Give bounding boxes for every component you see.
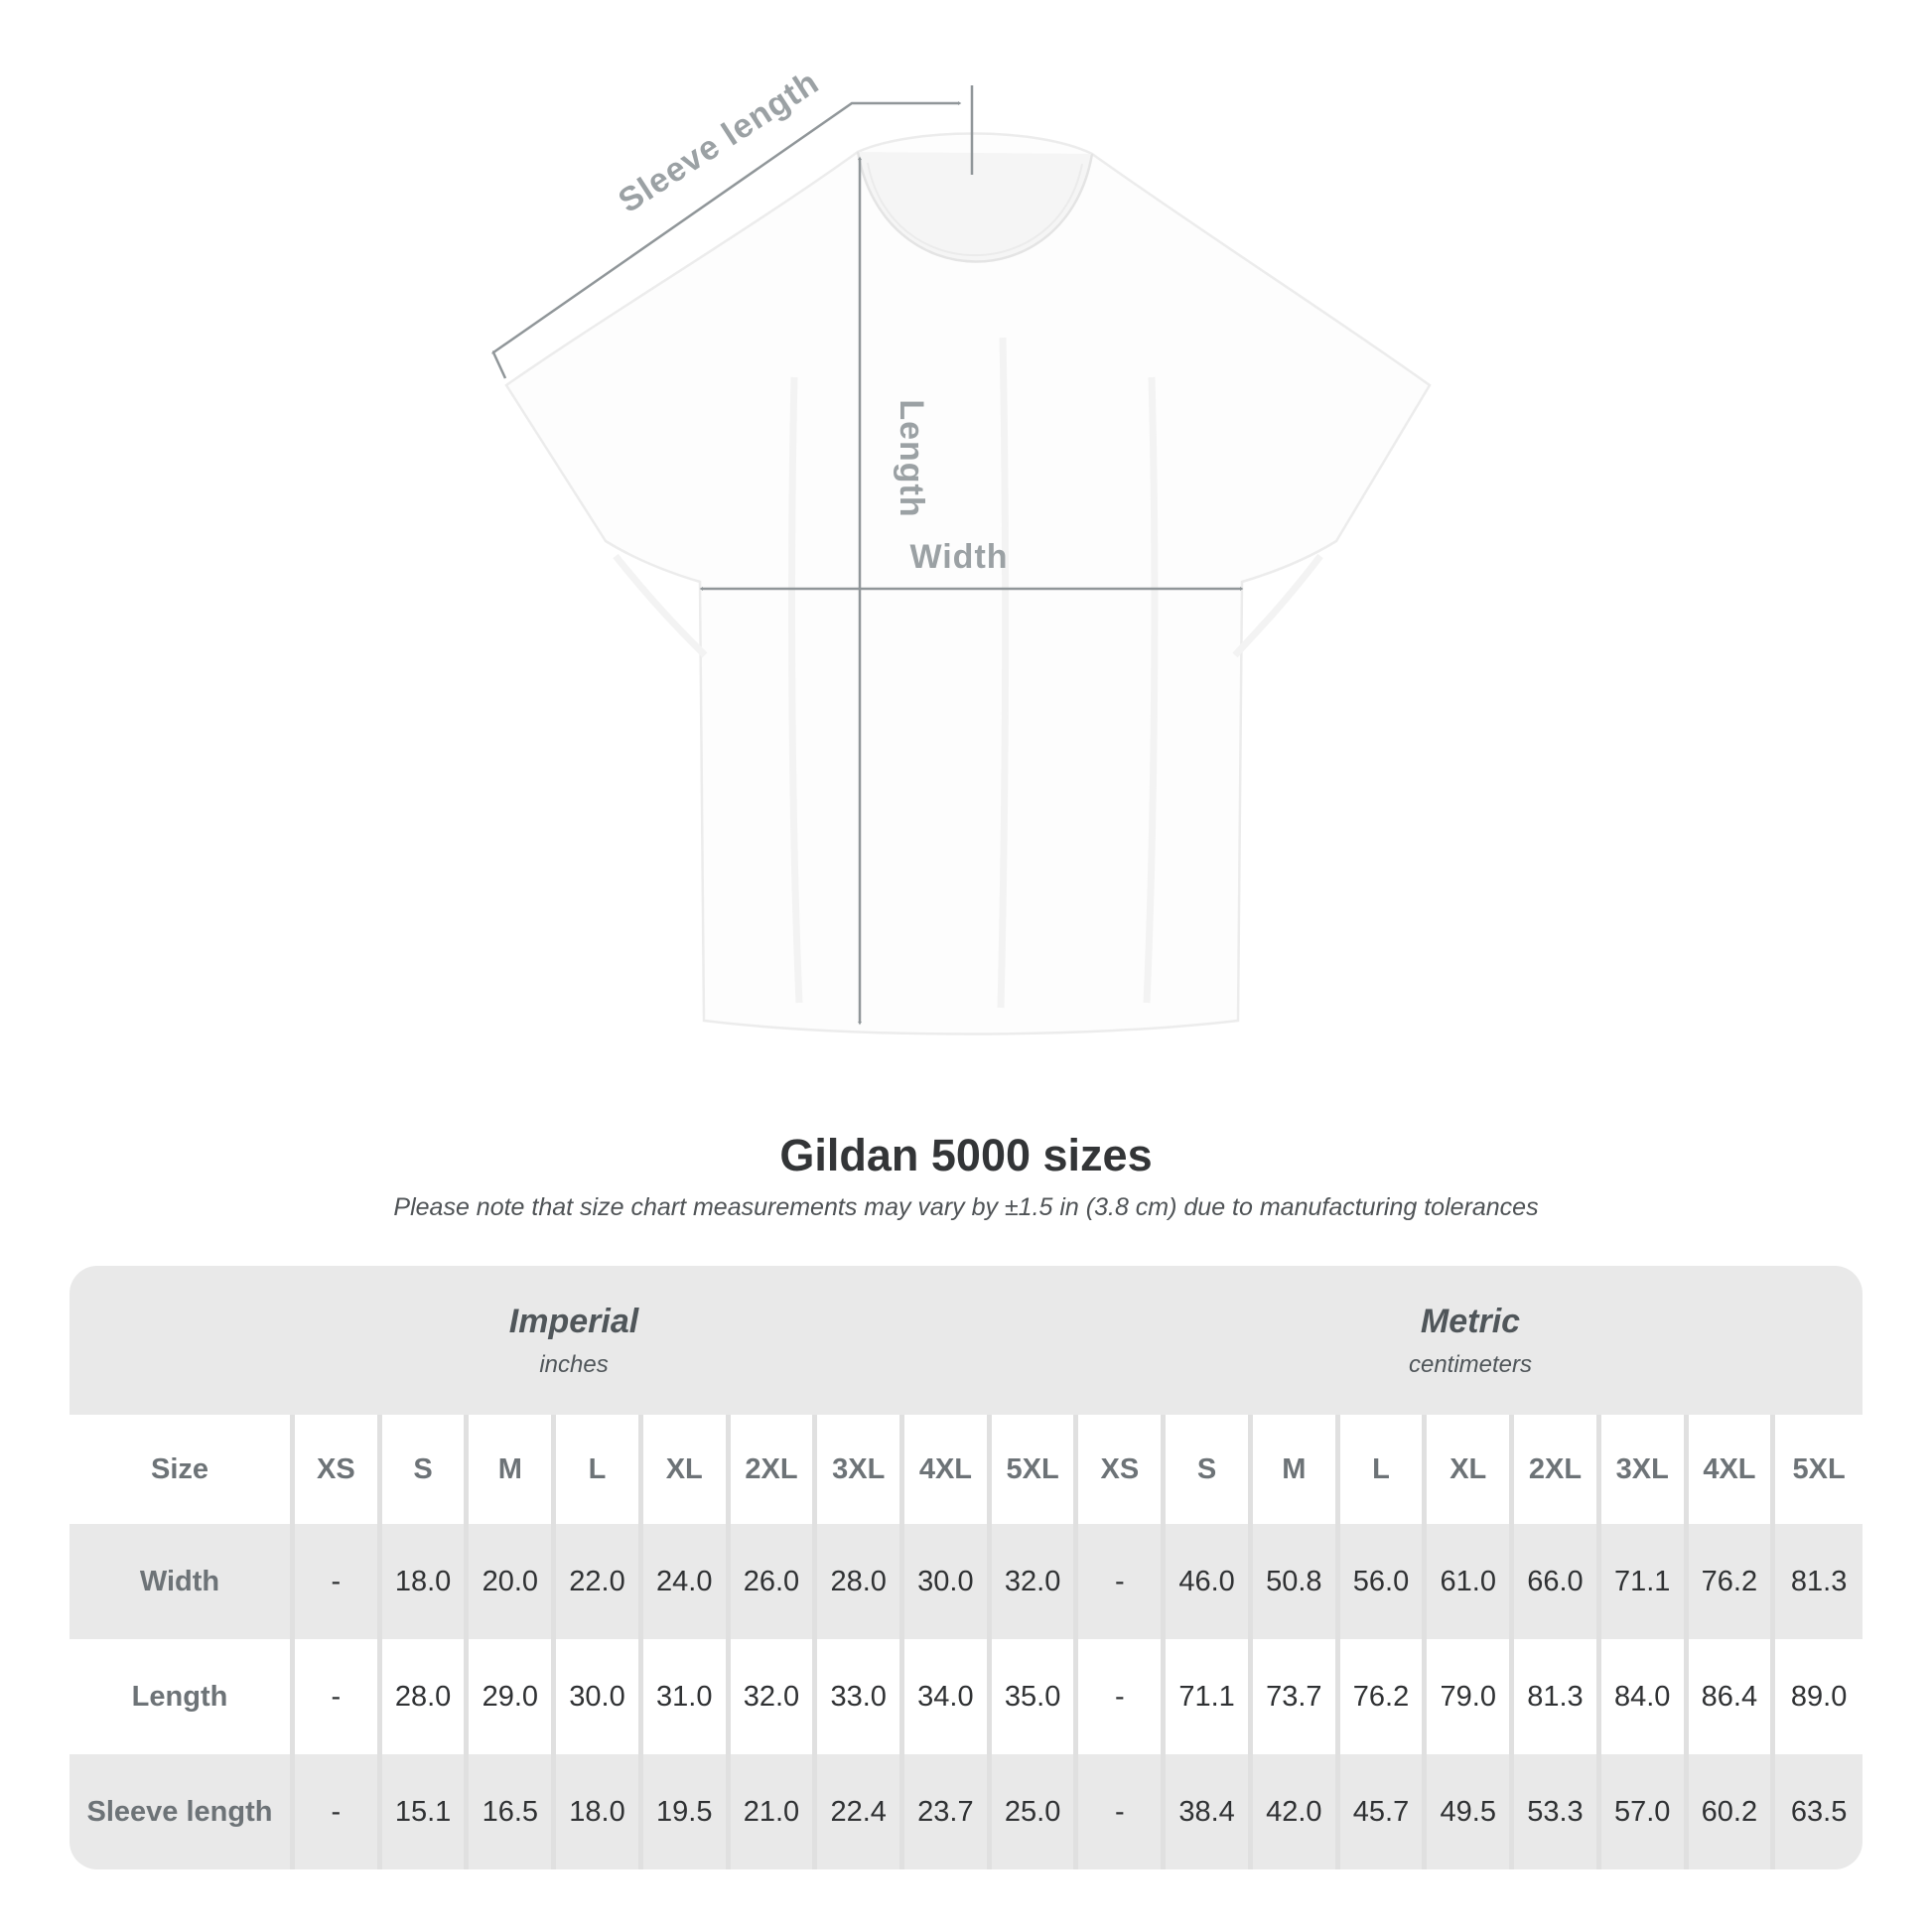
- table-cell: -: [295, 1639, 382, 1754]
- row-label: Length: [69, 1639, 295, 1754]
- row-label: Sleeve length: [69, 1754, 295, 1869]
- imperial-section-header: Imperial inches: [69, 1266, 1078, 1415]
- tshirt-measurement-diagram: Sleeve length Length Width: [0, 64, 1432, 1035]
- column-header: 5XL: [1775, 1415, 1863, 1524]
- column-header: S: [381, 1415, 470, 1524]
- column-header: 2XL: [1514, 1415, 1601, 1524]
- column-header: M: [469, 1415, 557, 1524]
- size-chart-table: Imperial inches Metric centimeters Size …: [69, 1266, 1863, 1869]
- column-header: S: [1166, 1415, 1253, 1524]
- table-cell: 76.2: [1689, 1524, 1776, 1639]
- table-cell: 73.7: [1252, 1639, 1340, 1754]
- table-cell: -: [1078, 1639, 1167, 1754]
- table-cell: 81.3: [1514, 1639, 1601, 1754]
- sleeve-length-line: [493, 103, 959, 352]
- column-header: 3XL: [1600, 1415, 1689, 1524]
- dimension-lines: [493, 85, 1241, 1023]
- table-cell: 79.0: [1427, 1639, 1515, 1754]
- tshirt-graphic: [504, 132, 1432, 1035]
- size-grid: Size XS S M L XL 2XL 3XL 4XL 5XL XS S M …: [69, 1415, 1863, 1869]
- table-cell: 66.0: [1514, 1524, 1601, 1639]
- table-cell: 81.3: [1790, 1565, 1848, 1597]
- table-cell: 61.0: [1427, 1524, 1515, 1639]
- sleeve-length-line-tail: [491, 351, 507, 379]
- table-cell: 33.0: [817, 1639, 905, 1754]
- column-header: XL: [1427, 1415, 1515, 1524]
- metric-section-header: Metric centimeters: [1078, 1266, 1863, 1415]
- unit-system-header: Imperial inches Metric centimeters: [69, 1266, 1863, 1415]
- table-cell: 26.0: [731, 1524, 818, 1639]
- table-cell: 32.0: [730, 1639, 818, 1754]
- table-cell: 18.0: [556, 1754, 643, 1869]
- table-cell: 30.0: [556, 1639, 643, 1754]
- table-cell: 28.0: [381, 1639, 470, 1754]
- column-header: 5XL: [991, 1415, 1079, 1524]
- table-cell: 18.0: [382, 1524, 470, 1639]
- tolerance-note: Please note that size chart measurements…: [393, 1193, 1539, 1221]
- table-cell: 49.5: [1427, 1754, 1515, 1869]
- table-cell: 31.0: [642, 1639, 731, 1754]
- table-cell: 84.0: [1600, 1639, 1689, 1754]
- table-cell: 86.4: [1688, 1639, 1776, 1754]
- table-cell: 29.0: [469, 1639, 557, 1754]
- row-label: Width: [69, 1524, 295, 1639]
- column-header: XS: [1078, 1415, 1167, 1524]
- table-cell: 56.0: [1340, 1524, 1428, 1639]
- column-header: 4XL: [1688, 1415, 1776, 1524]
- table-cell: 22.4: [817, 1754, 905, 1869]
- table-cell: 35.0: [991, 1639, 1079, 1754]
- table-cell: 53.3: [1514, 1754, 1601, 1869]
- metric-title: Metric: [1420, 1302, 1521, 1340]
- table-cell: 45.7: [1340, 1754, 1428, 1869]
- column-header: XS: [295, 1415, 382, 1524]
- page-title: Gildan 5000 sizes: [779, 1130, 1153, 1180]
- size-column-header: Size: [69, 1415, 295, 1524]
- table-cell: 50.8: [1253, 1524, 1340, 1639]
- table-cell: 30.0: [904, 1524, 992, 1639]
- table-cell: 32.0: [992, 1524, 1079, 1639]
- imperial-unit: inches: [539, 1350, 609, 1378]
- table-cell: 57.0: [1601, 1754, 1689, 1869]
- column-header: M: [1252, 1415, 1340, 1524]
- imperial-title: Imperial: [508, 1302, 639, 1340]
- table-cell: 21.0: [731, 1754, 818, 1869]
- table-cell: 15.1: [382, 1754, 470, 1869]
- column-header: 4XL: [904, 1415, 992, 1524]
- table-cell: -: [295, 1524, 382, 1639]
- table-cell: 20.0: [469, 1524, 557, 1639]
- table-cell: 71.1: [1166, 1639, 1253, 1754]
- tshirt-body: [504, 132, 1432, 1035]
- column-header: L: [1339, 1415, 1428, 1524]
- table-cell: 60.2: [1689, 1754, 1776, 1869]
- tshirt-fold-lines: [613, 337, 1323, 1009]
- table-cell: 63.5: [1790, 1795, 1848, 1828]
- table-cell: 46.0: [1166, 1524, 1253, 1639]
- table-cell: 16.5: [469, 1754, 557, 1869]
- table-cell: 34.0: [904, 1639, 992, 1754]
- table-cell: -: [295, 1754, 382, 1869]
- metric-unit: centimeters: [1408, 1350, 1533, 1378]
- table-cell: 76.2: [1339, 1639, 1428, 1754]
- table-cell: -: [1078, 1524, 1167, 1639]
- table-cell: 23.7: [904, 1754, 992, 1869]
- table-cell: 24.0: [643, 1524, 731, 1639]
- table-cell: 38.4: [1166, 1754, 1253, 1869]
- length-label: Length: [893, 399, 930, 517]
- width-label: Width: [909, 538, 1008, 576]
- table-cell: 89.0: [1775, 1639, 1863, 1754]
- table-cell: 42.0: [1253, 1754, 1340, 1869]
- table-cell: 28.0: [817, 1524, 905, 1639]
- table-cell: 22.0: [556, 1524, 643, 1639]
- table-cell: 71.1: [1601, 1524, 1689, 1639]
- column-header: 3XL: [817, 1415, 905, 1524]
- column-header: L: [556, 1415, 643, 1524]
- table-cell: 25.0: [992, 1754, 1079, 1869]
- column-header: XL: [642, 1415, 731, 1524]
- table-cell: -: [1078, 1754, 1167, 1869]
- table-cell: 19.5: [643, 1754, 731, 1869]
- column-header: 2XL: [730, 1415, 818, 1524]
